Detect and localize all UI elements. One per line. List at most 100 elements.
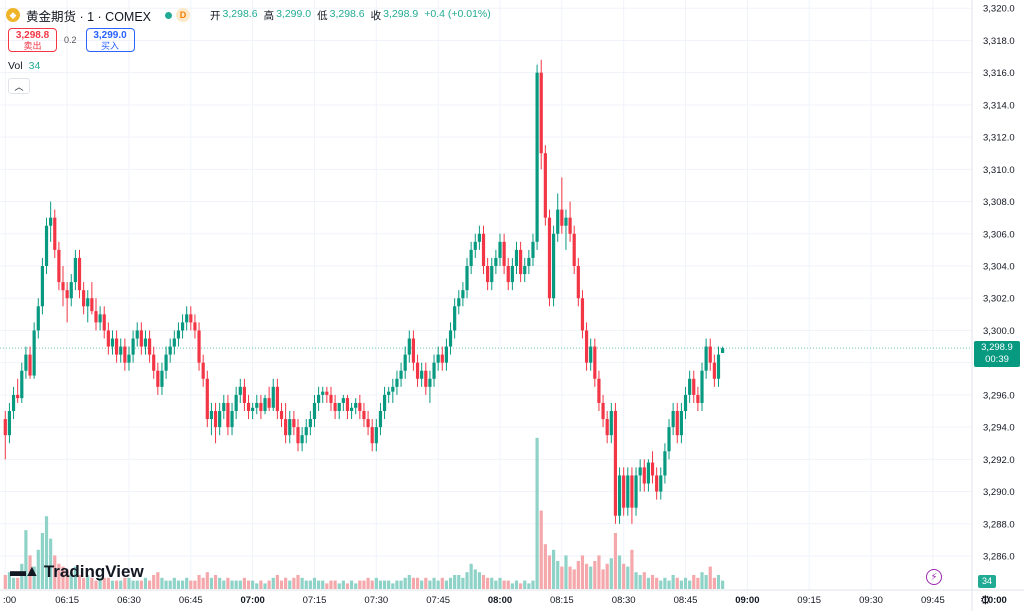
sell-label: 卖出 (23, 41, 42, 51)
candle-body (234, 394, 238, 411)
volume-bar (222, 580, 226, 589)
volume-bar (576, 561, 580, 589)
current-price-value: 3,298.9 (981, 342, 1013, 353)
candle-body (333, 402, 337, 411)
volume-bar (230, 580, 234, 589)
volume-bar (106, 577, 110, 589)
candle-body (197, 330, 201, 363)
candle-body (679, 411, 683, 436)
candle-body (675, 411, 679, 436)
candle-body (82, 290, 86, 307)
volume-bar (44, 516, 49, 589)
ohlc-legend: 开 3,298.6 高 3,299.0 低 3,298.6 收 3,298.9 … (210, 8, 495, 23)
candle-body (259, 402, 263, 411)
candle-body (308, 419, 312, 428)
candle-body (98, 314, 102, 323)
volume-bar (584, 563, 589, 589)
candle-body (317, 394, 321, 403)
volume-bar (28, 555, 32, 589)
candle-body (86, 298, 90, 307)
candle-body (432, 362, 436, 379)
candle-body (469, 249, 473, 266)
volume-bar (551, 549, 556, 589)
volume-bar (560, 566, 564, 589)
volume-bar (362, 580, 366, 589)
tradingview-watermark[interactable]: ▬▲ TradingView (10, 562, 144, 582)
volume-bar (263, 583, 267, 589)
volume-bar (634, 572, 638, 589)
lightning-icon[interactable]: ⚡ (926, 569, 942, 585)
candle-body (69, 282, 73, 299)
sell-button[interactable]: 3,298.8 卖出 (8, 28, 57, 52)
volume-bar (271, 577, 275, 589)
candle-body (609, 411, 613, 436)
candle-body (374, 427, 378, 444)
open-value: 3,298.6 (222, 7, 258, 20)
candle-body (238, 386, 242, 395)
y-tick-label: 3,292.0 (983, 455, 1015, 466)
gear-icon[interactable]: ⚙ (980, 593, 991, 607)
volume-bar (172, 577, 176, 589)
volume-bar (242, 577, 247, 589)
gold-coin-icon[interactable]: ◆ (6, 8, 20, 22)
candle-body (251, 407, 255, 411)
volume-bar (201, 577, 205, 589)
x-tick-label: 07:30 (364, 595, 388, 606)
volume-bar (40, 533, 45, 589)
x-tick-label: 06:15 (55, 595, 79, 606)
candle-body (630, 475, 634, 508)
y-tick-label: 3,290.0 (983, 487, 1015, 498)
volume-bar (490, 577, 494, 589)
candle-body (345, 398, 350, 411)
candle-body (704, 346, 708, 371)
volume-bar (465, 572, 469, 589)
volume-bar (288, 580, 292, 589)
volume-legend[interactable]: Vol 34 (8, 60, 40, 72)
x-tick-label: 09:15 (797, 595, 821, 606)
y-tick-label: 3,308.0 (983, 197, 1015, 208)
x-tick-label: 09:30 (859, 595, 883, 606)
x-tick-label: 07:00 (240, 595, 264, 606)
symbol-title[interactable]: 黄金期货 · 1 · COMEX (26, 9, 152, 24)
candle-body (378, 411, 383, 428)
candle-body (131, 338, 135, 355)
y-tick-label: 3,316.0 (983, 68, 1015, 79)
volume-bar (86, 575, 90, 589)
volume-bar (147, 580, 152, 589)
candle-body (354, 402, 358, 408)
candle-body (391, 386, 395, 392)
candle-body (263, 398, 267, 411)
volume-bar (20, 563, 24, 589)
candle-body (473, 241, 477, 250)
candle-body (90, 298, 94, 312)
y-tick-label: 3,288.0 (983, 519, 1015, 530)
volume-bar (440, 577, 444, 589)
interval-badge[interactable]: D (176, 8, 191, 22)
volume-bar (617, 555, 622, 589)
candle-body (535, 72, 539, 242)
candle-body (712, 362, 716, 379)
candle-body (49, 217, 53, 226)
watermark-text: TradingView (43, 562, 144, 581)
volume-bar (139, 580, 143, 589)
volume-bar (415, 577, 420, 589)
sell-price: 3,298.8 (15, 30, 50, 41)
candle-body (560, 209, 564, 226)
candle-body (11, 394, 16, 411)
volume-bar (688, 580, 692, 589)
candle-body (403, 354, 407, 371)
volume-bar (424, 577, 428, 589)
candle-body (127, 354, 131, 363)
buy-button[interactable]: 3,299.0 买入 (85, 28, 135, 52)
x-tick-label: 09:45 (921, 595, 945, 606)
candle-body (461, 290, 465, 299)
volume-bar (7, 572, 12, 589)
volume-bar (395, 580, 399, 589)
candle-body (246, 402, 251, 411)
candle-body (411, 338, 416, 363)
candle-body (634, 475, 638, 508)
candle-body (279, 411, 284, 420)
symbol-header: ◆ 黄金期货 · 1 · COMEX D 开 3,298.6 高 3,299.0… (6, 6, 495, 24)
chevron-up-icon[interactable]: ︿ (8, 78, 30, 94)
